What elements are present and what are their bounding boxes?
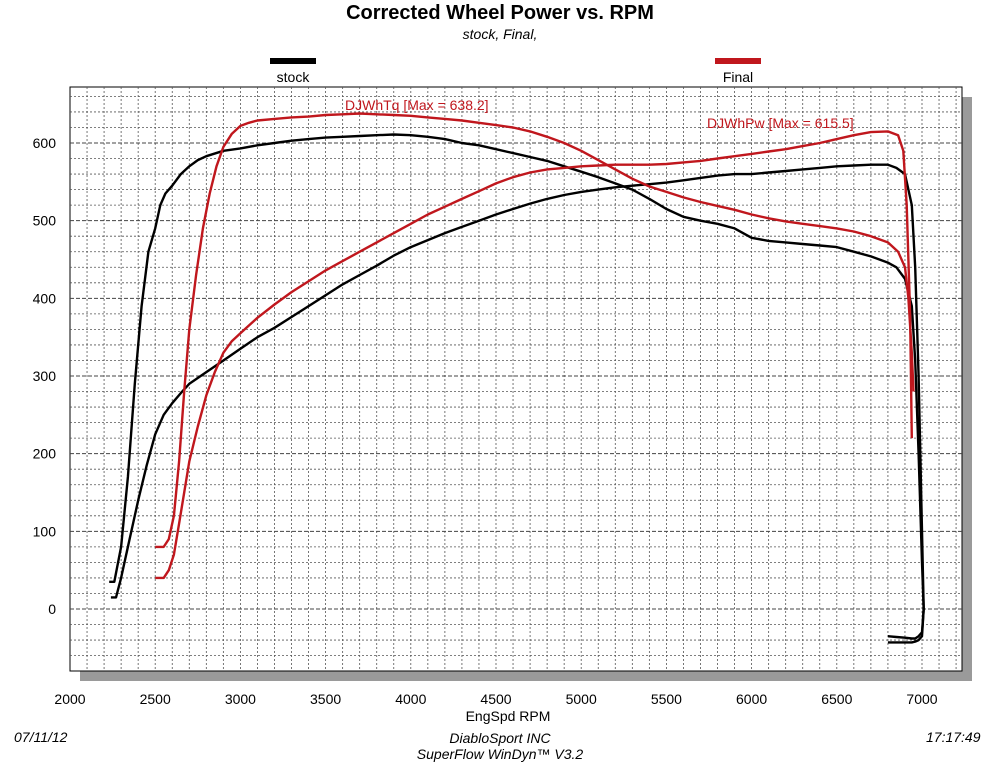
chart-title: Corrected Wheel Power vs. RPM [346,2,654,24]
legend-label-final: Final [722,69,754,85]
legend-swatch-final [715,58,761,64]
plot-area [69,86,972,681]
legend-swatch-stock [270,58,316,64]
x-tick-label: 4000 [395,691,426,707]
footer-time: 17:17:49 [926,729,981,745]
legend-label-stock: stock [276,69,310,85]
annotations: DJWhTq [Max = 638.2] DJWhPw [Max = 615.5] [345,97,854,131]
x-tick-label: 5500 [651,691,682,707]
y-tick-label: 600 [33,135,57,151]
y-tick-label: 300 [33,368,57,384]
series-final-torque [155,112,915,549]
x-tick-label: 3000 [225,691,256,707]
series-layer [109,112,925,644]
axes: 0 100 200 300 400 500 600 2000 2500 3000 3500 4000 4… [33,135,938,724]
x-axis-title: EngSpd RPM [466,708,551,724]
series-stock-power [110,163,925,644]
x-tick-label: 2000 [54,691,85,707]
series-final-power [155,130,913,580]
x-tick-label: 3500 [310,691,341,707]
y-tick-label: 100 [33,523,57,539]
legend-item-final: Final [698,58,778,85]
footer-software: SuperFlow WinDyn™ V3.2 [416,746,584,762]
x-tick-label: 5000 [566,691,597,707]
y-tick-label: 200 [33,446,57,462]
y-tick-label: 0 [48,601,56,617]
y-tick-label: 500 [33,213,57,229]
legend-item-stock: stock [253,58,333,85]
y-tick-label: 400 [33,290,57,306]
x-tick-label: 6000 [736,691,767,707]
x-tick-label: 4500 [480,691,511,707]
annotation-torque-max: DJWhTq [Max = 638.2] [345,97,489,113]
plot-background [69,86,963,672]
footer-date: 07/11/12 [14,729,68,745]
x-tick-label: 7000 [906,691,937,707]
footer-company: DiabloSport INC [449,730,551,746]
chart-subtitle: stock, Final, [462,26,538,42]
x-tick-label: 2500 [140,691,171,707]
annotation-power-max: DJWhPw [Max = 615.5] [707,115,854,131]
x-tick-label: 6500 [821,691,852,707]
